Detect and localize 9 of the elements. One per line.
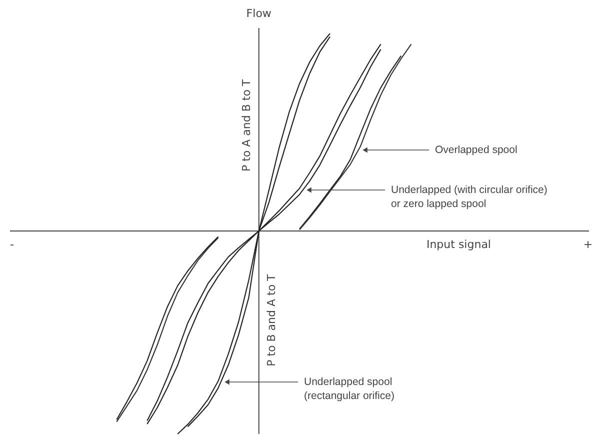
annotation: P to B and A to T: [264, 274, 278, 366]
annotation: P to A and B to T: [240, 79, 253, 172]
annotation: Underlapped spool (rectangular orifice): [304, 376, 394, 402]
annotation: -: [10, 238, 14, 251]
annotation: Underlapped (with circular orifice) or zero lapped spool: [391, 184, 548, 210]
x-axis-title: Input signal: [426, 238, 491, 251]
y-axis-title: Flow: [246, 7, 272, 20]
annotation: +: [583, 238, 593, 251]
annotation: Overlapped spool: [435, 144, 518, 156]
